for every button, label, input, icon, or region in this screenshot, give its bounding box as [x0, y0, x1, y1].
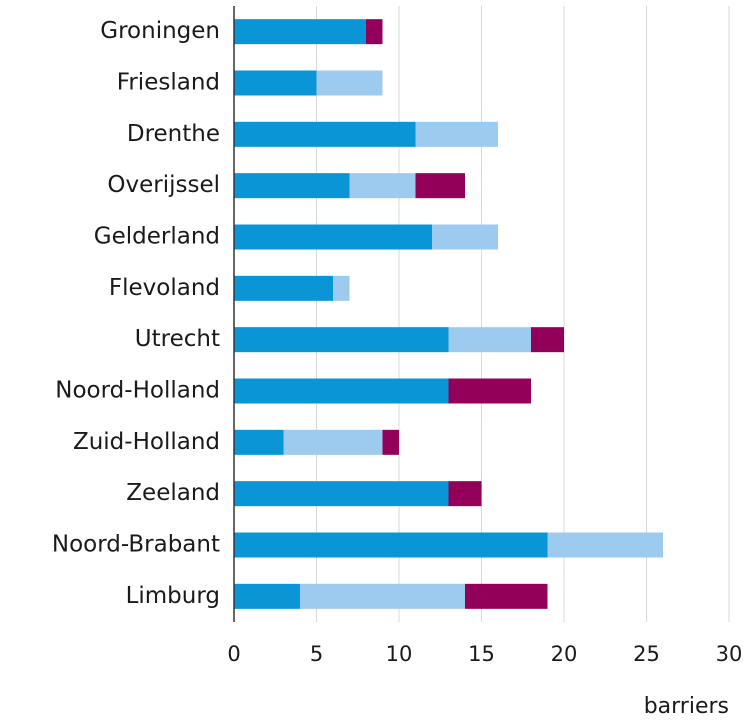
bar-segment — [234, 275, 333, 301]
x-tick-label: 5 — [310, 642, 323, 666]
bar-segment — [448, 378, 531, 404]
y-tick-label: Noord-Holland — [55, 378, 220, 404]
bar-segment — [234, 429, 284, 455]
bar-segment — [234, 481, 449, 507]
x-axis-label: barriers — [644, 694, 729, 719]
bar-segment — [349, 173, 416, 199]
x-tick-label: 10 — [386, 642, 413, 666]
y-tick-label: Groningen — [100, 18, 220, 44]
x-tick-label: 30 — [716, 642, 743, 666]
bar-segment — [333, 275, 350, 301]
bar-segment — [234, 121, 416, 147]
bar-segment — [283, 429, 383, 455]
x-tick-label: 20 — [551, 642, 578, 666]
x-tick-label: 25 — [633, 642, 660, 666]
bar-segment — [547, 532, 663, 558]
x-tick-label: 0 — [227, 642, 240, 666]
y-tick-label: Zuid-Holland — [73, 429, 220, 455]
bar-segment — [432, 224, 498, 250]
y-tick-label: Gelderland — [94, 224, 220, 250]
bar-segment — [316, 70, 383, 96]
bar-segment — [366, 19, 383, 45]
bar-segment — [382, 429, 399, 455]
y-tick-label: Noord-Brabant — [52, 532, 220, 558]
bar-segment — [234, 532, 548, 558]
bar-segment — [234, 19, 366, 45]
bar-segment — [448, 327, 531, 353]
bar-segment — [465, 583, 548, 609]
bar-segment — [234, 327, 449, 353]
bar-segment — [448, 481, 482, 507]
bar-segment — [531, 327, 564, 353]
y-tick-label: Limburg — [126, 583, 220, 609]
bar-segment — [234, 583, 300, 609]
bar-segment — [415, 121, 498, 147]
bar-segment — [234, 70, 317, 96]
y-tick-label: Flevoland — [109, 275, 220, 301]
x-tick-label: 15 — [468, 642, 495, 666]
y-tick-label: Zeeland — [126, 480, 220, 506]
bar-segment — [234, 378, 449, 404]
y-tick-label: Friesland — [117, 70, 220, 96]
bar-segment — [300, 583, 465, 609]
bar-segment — [234, 224, 432, 250]
bar-segment — [415, 173, 465, 199]
y-tick-label: Overijssel — [107, 172, 220, 198]
bar-segment — [234, 173, 350, 199]
y-tick-label: Drenthe — [127, 121, 220, 147]
y-tick-label: Utrecht — [135, 326, 220, 352]
